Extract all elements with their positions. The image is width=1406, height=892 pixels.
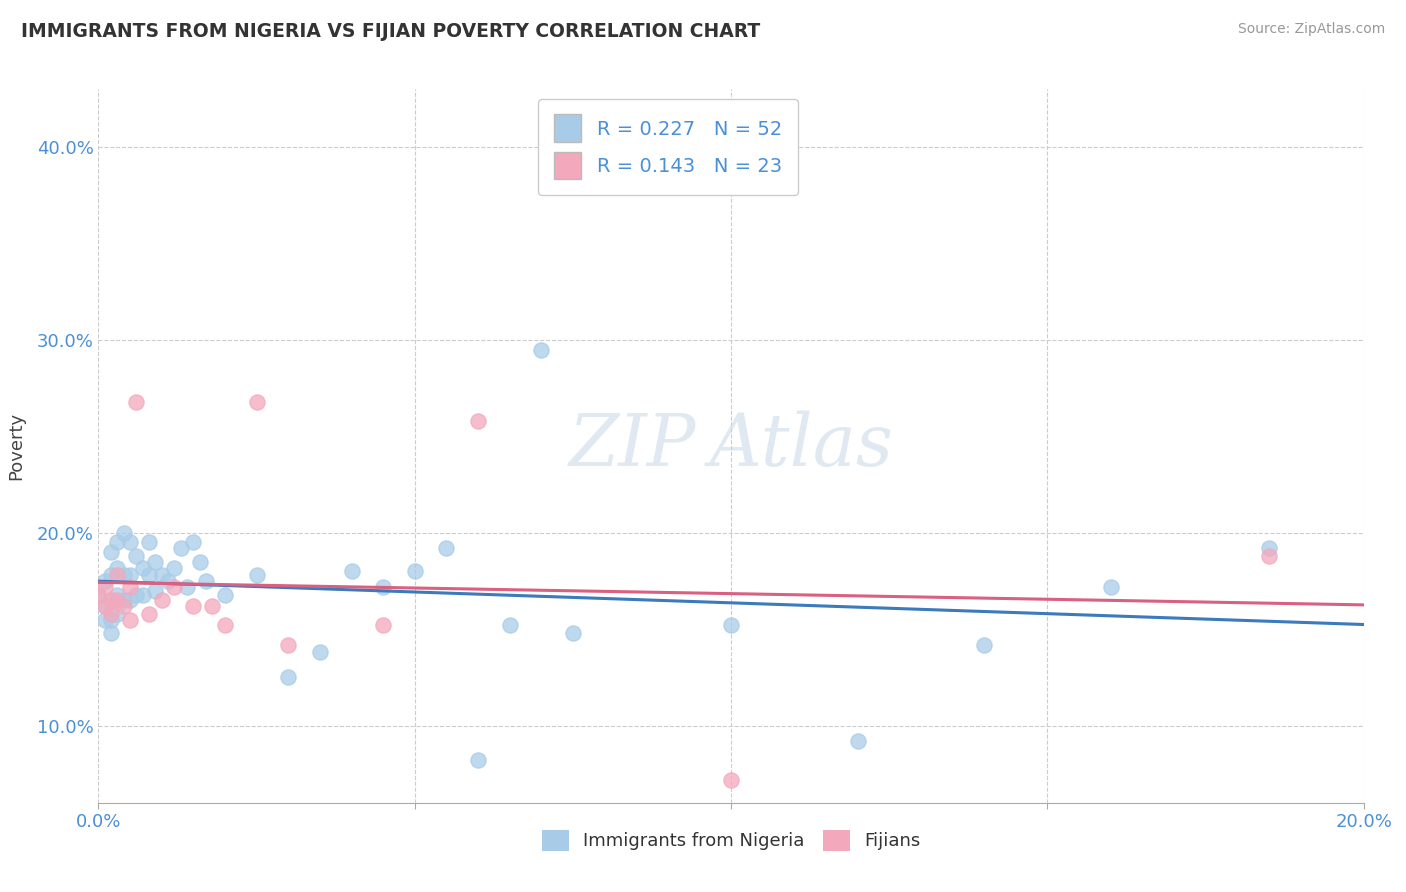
Point (120, 613, 141, 627)
Point (561, 626, 585, 640)
Point (150, 568, 173, 582)
Point (100, 593, 122, 607)
Point (138, 535, 160, 549)
Point (125, 394, 148, 409)
Point (214, 587, 236, 601)
Point (214, 618, 236, 632)
Point (277, 638, 299, 652)
Point (404, 565, 426, 579)
Point (107, 535, 129, 549)
Point (467, 753, 489, 767)
Point (277, 670, 299, 684)
Point (120, 593, 141, 607)
Point (132, 560, 155, 574)
Point (183, 599, 205, 613)
Point (120, 535, 141, 549)
Point (157, 574, 180, 588)
Point (138, 607, 160, 621)
Point (530, 343, 553, 357)
Point (112, 568, 135, 582)
Point (246, 394, 269, 409)
Point (309, 645, 332, 659)
Point (163, 580, 186, 594)
Point (467, 414, 489, 428)
Point (100, 626, 122, 640)
Point (125, 549, 148, 563)
Point (150, 593, 173, 607)
Point (138, 568, 160, 582)
Point (112, 525, 135, 540)
Point (100, 568, 122, 582)
Point (201, 599, 224, 613)
Point (340, 565, 363, 579)
Point (120, 580, 141, 594)
Point (93, 599, 117, 613)
Point (188, 555, 211, 569)
Point (107, 607, 129, 621)
Point (132, 587, 155, 601)
Point (176, 580, 198, 594)
Point (436, 541, 458, 556)
Point (107, 568, 129, 582)
Point (125, 587, 148, 601)
Point (107, 587, 129, 601)
Point (87, 587, 110, 601)
Legend: R = 0.227   N = 52, R = 0.143   N = 23: R = 0.227 N = 52, R = 0.143 N = 23 (538, 99, 797, 194)
Point (93, 613, 117, 627)
Point (169, 541, 191, 556)
Point (93, 599, 117, 613)
Point (498, 618, 520, 632)
Point (112, 593, 135, 607)
Point (100, 613, 122, 627)
Point (112, 599, 135, 613)
Point (194, 574, 218, 588)
Point (145, 583, 166, 598)
Point (145, 555, 166, 569)
Text: IMMIGRANTS FROM NIGERIA VS FIJIAN POVERTY CORRELATION CHART: IMMIGRANTS FROM NIGERIA VS FIJIAN POVERT… (21, 22, 761, 41)
Point (87, 587, 110, 601)
Point (371, 580, 394, 594)
Point (107, 560, 129, 574)
Point (720, 618, 742, 632)
Point (1099, 580, 1122, 594)
Point (371, 618, 394, 632)
Point (100, 593, 122, 607)
Point (100, 607, 122, 621)
Text: ZIP Atlas: ZIP Atlas (568, 410, 894, 482)
Point (246, 568, 269, 582)
Y-axis label: Poverty: Poverty (7, 412, 25, 480)
Point (1257, 541, 1279, 556)
Point (93, 574, 117, 588)
Point (100, 545, 122, 559)
Point (1257, 549, 1279, 563)
Point (107, 593, 129, 607)
Point (163, 560, 186, 574)
Text: Source: ZipAtlas.com: Source: ZipAtlas.com (1237, 22, 1385, 37)
Point (846, 734, 869, 748)
Point (720, 772, 742, 787)
Point (93, 580, 117, 594)
Point (973, 638, 995, 652)
Point (120, 568, 141, 582)
Point (183, 535, 205, 549)
